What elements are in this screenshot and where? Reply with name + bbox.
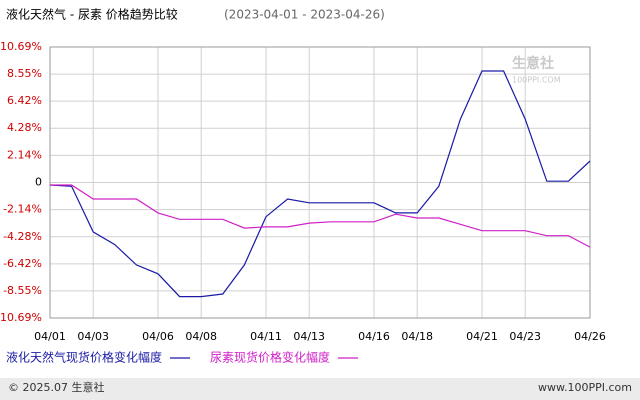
chart-title: 液化天然气 - 尿素 价格趋势比较 — [6, 7, 178, 22]
x-tick-label: 04/23 — [509, 330, 541, 343]
x-tick-label: 04/16 — [358, 330, 390, 343]
x-tick-label: 04/26 — [574, 330, 606, 343]
y-tick-label: -6.42% — [3, 257, 42, 270]
y-tick-label: 6.42% — [7, 94, 42, 107]
series-line — [50, 184, 591, 248]
y-tick-label: -8.55% — [3, 284, 42, 297]
x-tick-label: 04/18 — [401, 330, 433, 343]
x-tick-label: 04/13 — [293, 330, 325, 343]
y-tick-label: 10.69% — [0, 40, 42, 53]
plot-border — [49, 46, 591, 319]
footer-left: © 2025.07 生意社 — [8, 380, 104, 394]
x-tick-label: 04/01 — [34, 330, 66, 343]
x-tick-label: 04/06 — [142, 330, 174, 343]
watermark-url: 100PPI.COM — [512, 76, 561, 85]
footer-right: www.100PPI.com — [538, 381, 632, 394]
y-tick-label: 4.28% — [7, 121, 42, 134]
x-tick-label: 04/21 — [466, 330, 498, 343]
series-line — [49, 70, 591, 298]
y-tick-label: 0 — [35, 176, 42, 189]
chart-subtitle: (2023-04-01 - 2023-04-26) — [224, 8, 385, 22]
legend-label: 液化天然气现货价格变化幅度 — [6, 350, 162, 365]
y-tick-label: -4.28% — [3, 230, 42, 243]
footer — [0, 378, 640, 400]
y-tick-label: -2.14% — [3, 203, 42, 216]
x-tick-label: 04/11 — [250, 330, 282, 343]
y-tick-label: 2.14% — [7, 148, 42, 161]
x-tick-label: 04/03 — [77, 330, 109, 343]
y-tick-label: -10.69% — [0, 311, 42, 324]
watermark: 生意社 — [512, 55, 554, 72]
x-tick-label: 04/08 — [185, 330, 217, 343]
legend-label: 尿素现货价格变化幅度 — [210, 350, 330, 365]
y-tick-label: 8.55% — [7, 67, 42, 80]
